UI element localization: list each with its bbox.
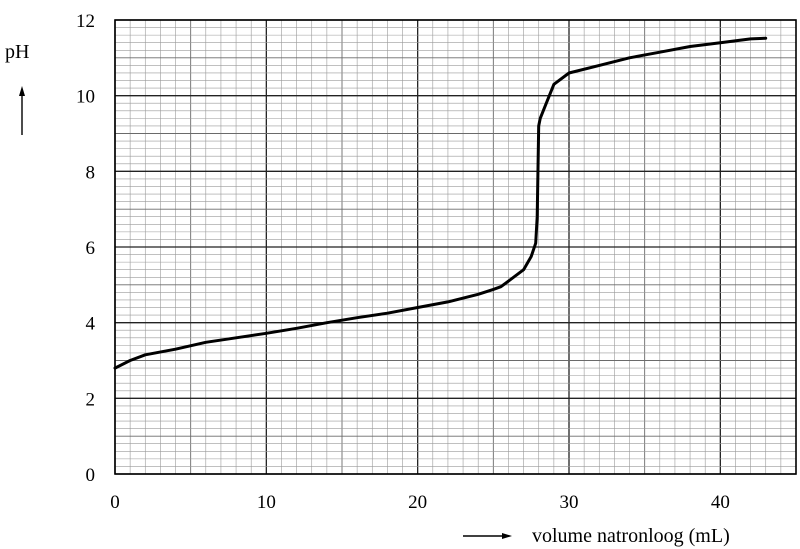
y-tick-label: 0 <box>86 465 96 486</box>
y-tick-label: 2 <box>86 389 96 410</box>
y-tick-labels: 0 2 4 6 8 10 12 <box>76 11 96 486</box>
y-axis-label: pH <box>5 41 29 63</box>
x-tick-label: 10 <box>257 492 276 513</box>
x-tick-label: 30 <box>560 492 579 513</box>
y-axis-arrow <box>19 86 25 135</box>
grid <box>114 19 797 475</box>
ph-curve <box>113 36 768 370</box>
x-tick-label: 0 <box>110 492 120 513</box>
x-tick-label: 20 <box>408 492 427 513</box>
x-axis-arrow <box>463 533 512 539</box>
y-tick-label: 12 <box>76 11 95 32</box>
plot-frame <box>114 19 797 475</box>
y-tick-label: 4 <box>86 314 96 335</box>
y-tick-label: 6 <box>86 238 96 259</box>
y-tick-label: 10 <box>76 87 95 108</box>
x-tick-labels: 0 10 20 30 40 <box>110 492 730 513</box>
x-axis-label: volume natronloog (mL) <box>532 525 730 547</box>
x-tick-label: 40 <box>711 492 730 513</box>
y-tick-label: 8 <box>86 162 96 183</box>
